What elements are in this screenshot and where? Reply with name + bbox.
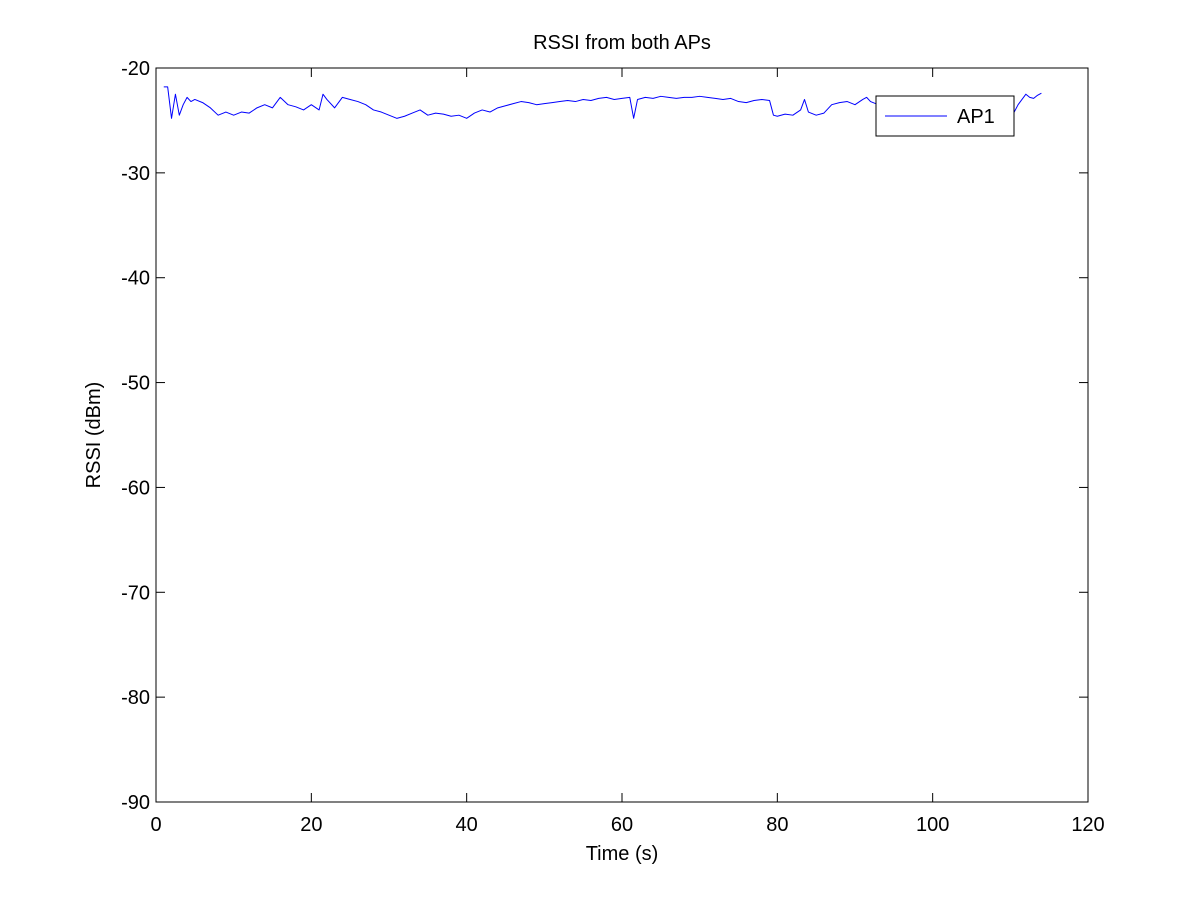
legend: AP1 xyxy=(875,95,1015,137)
x-tick-label: 20 xyxy=(300,814,322,836)
x-tick-label: 100 xyxy=(916,814,949,836)
y-tick-label: -50 xyxy=(121,373,150,395)
x-tick-label: 120 xyxy=(1071,814,1104,836)
legend-label-ap1: AP1 xyxy=(957,106,995,128)
x-ticks: 0 20 40 60 80 100 120 xyxy=(150,68,1105,836)
x-tick-label: 40 xyxy=(456,814,478,836)
y-tick-label: -60 xyxy=(121,477,150,499)
y-tick-label: -40 xyxy=(121,268,150,290)
plot-area xyxy=(155,67,1089,803)
x-tick-label: 60 xyxy=(611,814,633,836)
y-tick-label: -80 xyxy=(121,687,150,709)
y-axis-label: RSSI (dBm) xyxy=(83,382,105,489)
y-tick-label: -90 xyxy=(121,792,150,814)
x-tick-label: 0 xyxy=(150,814,161,836)
chart-title: RSSI from both APs xyxy=(533,32,711,54)
x-axis-label: Time (s) xyxy=(586,843,659,865)
y-tick-label: -30 xyxy=(121,163,150,185)
y-ticks: -90 -80 -70 -60 -50 -40 -30 -20 xyxy=(121,58,1088,814)
x-tick-label: 80 xyxy=(766,814,788,836)
y-tick-label: -70 xyxy=(121,582,150,604)
y-tick-label: -20 xyxy=(121,58,150,80)
